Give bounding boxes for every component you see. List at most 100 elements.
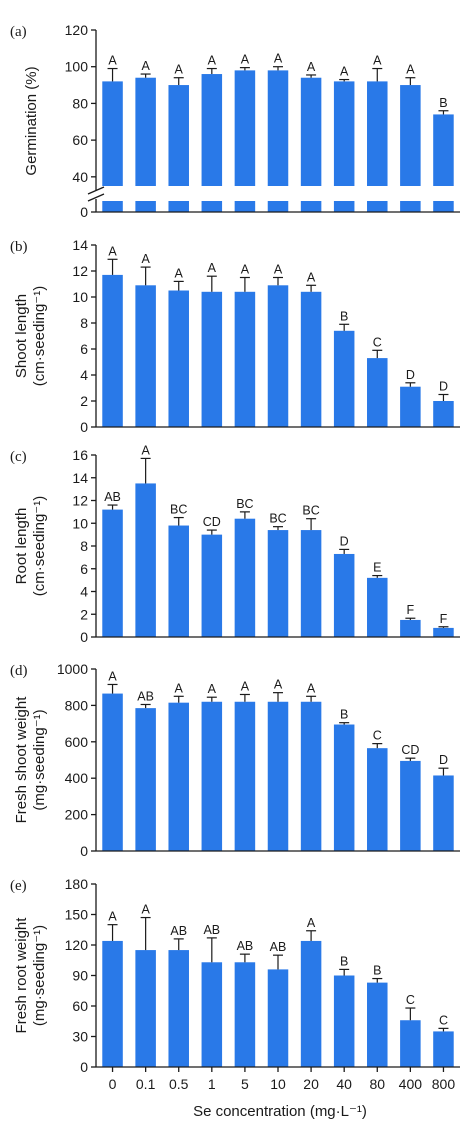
panel-1-bar [333, 81, 355, 186]
panel-4-y-tick-label: 600 [65, 734, 89, 750]
panel-1-bar-lower [300, 201, 322, 212]
panel-4-significance-label: A [208, 682, 217, 696]
panel-5-y-tick-label: 0 [80, 1059, 88, 1075]
panel-1-significance-label: A [373, 54, 382, 68]
panel-2-bar [367, 358, 388, 427]
panel-3-bar [267, 530, 289, 637]
panel-1-bar [267, 70, 289, 186]
panel-3-bar [201, 534, 223, 637]
panel-4-y-tick-label: 1000 [57, 661, 88, 677]
panel-1-bar [168, 85, 189, 186]
panel-2-y-tick-label: 10 [72, 289, 88, 305]
x-tick-label: 0.5 [169, 1076, 189, 1092]
panel-3-y-tick-label: 2 [80, 606, 88, 622]
x-tick-label: 800 [432, 1076, 456, 1092]
panel-1-axis-break-mark [87, 193, 105, 202]
panel-1-y-tick-label: 80 [72, 95, 88, 111]
panel-1-significance-label: A [241, 53, 250, 67]
panel-1-bar-lower [400, 201, 421, 212]
panel-2-y-axis-title: Shoot length [13, 294, 30, 378]
panel-3-y-tick-label: 8 [80, 538, 88, 554]
panel-2-bar [201, 291, 223, 427]
panel-4-y-axis-title: Fresh shoot weight [13, 696, 30, 824]
panel-2-y-tick-label: 6 [80, 341, 88, 357]
panel-5-significance-label: A [108, 910, 117, 924]
panel-4-significance-label: C [373, 729, 382, 743]
panel-1-y-tick-label: 40 [72, 169, 88, 185]
panel-1-significance-label: A [208, 54, 217, 68]
panel-5-y-tick-label: 90 [72, 968, 88, 984]
panel-4-bar [367, 748, 388, 851]
panel-2-significance-label: C [373, 335, 382, 349]
panel-2-y-tick-label: 2 [80, 393, 88, 409]
panel-3-bar [234, 518, 256, 637]
panel-2-bar [135, 285, 156, 427]
panel-2-y-tick-label: 4 [80, 367, 88, 383]
panel-1-label: (a) [10, 24, 27, 40]
panel-1-significance-label: A [141, 59, 150, 73]
panel-3-bar [168, 525, 189, 637]
panel-3-significance-label: BC [236, 497, 253, 511]
panel-3-bar [367, 577, 388, 637]
panel-5-significance-label: B [340, 954, 348, 968]
panel-4-significance-label: B [340, 708, 348, 722]
panel-2-significance-label: A [141, 252, 150, 266]
panel-5-significance-label: C [439, 1013, 448, 1027]
panel-1-bar [201, 74, 223, 186]
x-axis-title: Se concentration (mg·L⁻¹) [193, 1103, 367, 1120]
panel-3-y-tick-label: 12 [72, 493, 88, 509]
x-tick-label: 1 [208, 1076, 216, 1092]
panel-1-y-tick-label: 100 [65, 59, 89, 75]
panel-4-significance-label: CD [401, 743, 419, 757]
panel-5-bar [102, 940, 123, 1067]
panel-4-bar [267, 701, 289, 851]
panel-5-label: (e) [10, 878, 27, 894]
panel-3-y-tick-label: 14 [72, 470, 88, 486]
panel-1-y-axis-title: Germination (%) [23, 66, 40, 175]
panel-3-significance-label: F [407, 603, 415, 617]
panel-3-bar [102, 509, 123, 637]
panel-4-bar [135, 708, 156, 851]
panel-3-y-axis-title: Root length [13, 508, 30, 585]
panel-3-bar [300, 530, 322, 637]
panel-3-bar [333, 553, 355, 637]
panel-4-significance-label: A [175, 681, 184, 695]
panel-5-significance-label: B [373, 964, 381, 978]
panel-1-significance-label: A [406, 63, 415, 77]
panel-2-bar [234, 291, 256, 427]
panel-4-bar [102, 693, 123, 851]
panel-1-bar-lower [267, 201, 289, 212]
panel-5-bar [333, 975, 355, 1067]
panel-5-bar [168, 950, 189, 1067]
panel-2-significance-label: B [340, 309, 348, 323]
panel-4-significance-label: AB [137, 689, 154, 703]
x-tick-label: 0 [109, 1076, 117, 1092]
panel-3-significance-label: E [373, 561, 381, 575]
x-tick-label: 10 [270, 1076, 286, 1092]
panel-2-bar [267, 285, 289, 427]
panel-3-y-tick-label: 6 [80, 561, 88, 577]
x-tick-label: 20 [303, 1076, 319, 1092]
panel-4-bar [168, 702, 189, 851]
panel-2-significance-label: A [208, 261, 217, 275]
panel-3-significance-label: A [141, 443, 150, 457]
panel-3-significance-label: AB [104, 490, 121, 504]
panel-5-y-tick-label: 180 [65, 876, 89, 892]
panel-2-bar [102, 274, 123, 427]
panel-5-significance-label: A [141, 903, 150, 917]
panel-3-significance-label: F [440, 612, 448, 626]
panel-4-significance-label: A [307, 681, 316, 695]
panel-3-bar [433, 627, 454, 637]
panel-2-bar [168, 290, 189, 427]
panel-4-significance-label: A [241, 679, 250, 693]
panel-2-y-tick-label: 12 [72, 263, 88, 279]
panel-1-bar-lower [135, 201, 156, 212]
panel-2-y-tick-label: 0 [80, 419, 88, 435]
panel-1-bar [135, 77, 156, 186]
panel-3-significance-label: CD [203, 515, 221, 529]
panel-1-bar-lower [367, 201, 388, 212]
panel-3-y-tick-label: 0 [80, 629, 88, 645]
panel-2-significance-label: D [439, 380, 448, 394]
x-tick-label: 400 [399, 1076, 423, 1092]
